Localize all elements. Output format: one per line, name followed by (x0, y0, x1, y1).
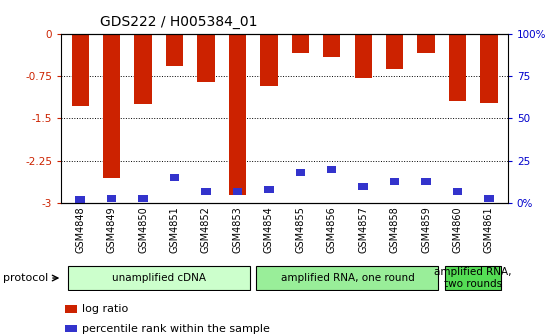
Bar (354, 34, 372, 78)
Bar (233, 188, 242, 195)
Bar (201, 188, 211, 195)
FancyBboxPatch shape (257, 266, 439, 290)
Bar (417, 34, 435, 53)
Bar (103, 34, 121, 178)
Bar (65, 325, 77, 332)
Bar (386, 34, 403, 69)
Bar (390, 178, 400, 184)
Bar (260, 34, 277, 86)
Bar (296, 169, 305, 176)
Bar (327, 166, 336, 173)
Bar (449, 34, 466, 101)
Bar (71, 34, 89, 106)
Bar (170, 174, 179, 181)
Bar (264, 186, 273, 193)
Text: amplified RNA,
two rounds: amplified RNA, two rounds (435, 267, 512, 289)
Bar (229, 34, 246, 195)
Bar (138, 195, 148, 202)
Bar (75, 197, 85, 203)
Text: GDS222 / H005384_01: GDS222 / H005384_01 (100, 15, 258, 29)
Text: percentile rank within the sample: percentile rank within the sample (81, 324, 270, 334)
Bar (198, 34, 215, 82)
Bar (134, 34, 152, 104)
FancyBboxPatch shape (68, 266, 250, 290)
Text: amplified RNA, one round: amplified RNA, one round (281, 273, 415, 283)
Bar (421, 178, 431, 184)
Bar (480, 34, 498, 102)
Text: unamplified cDNA: unamplified cDNA (112, 273, 206, 283)
Bar (65, 305, 77, 313)
Bar (292, 34, 309, 53)
Bar (453, 188, 462, 195)
Text: protocol: protocol (3, 273, 48, 283)
Bar (358, 183, 368, 190)
Bar (323, 34, 340, 57)
Bar (484, 195, 494, 202)
Bar (107, 195, 117, 202)
Bar (166, 34, 183, 67)
FancyBboxPatch shape (445, 266, 501, 290)
Text: log ratio: log ratio (81, 304, 128, 314)
